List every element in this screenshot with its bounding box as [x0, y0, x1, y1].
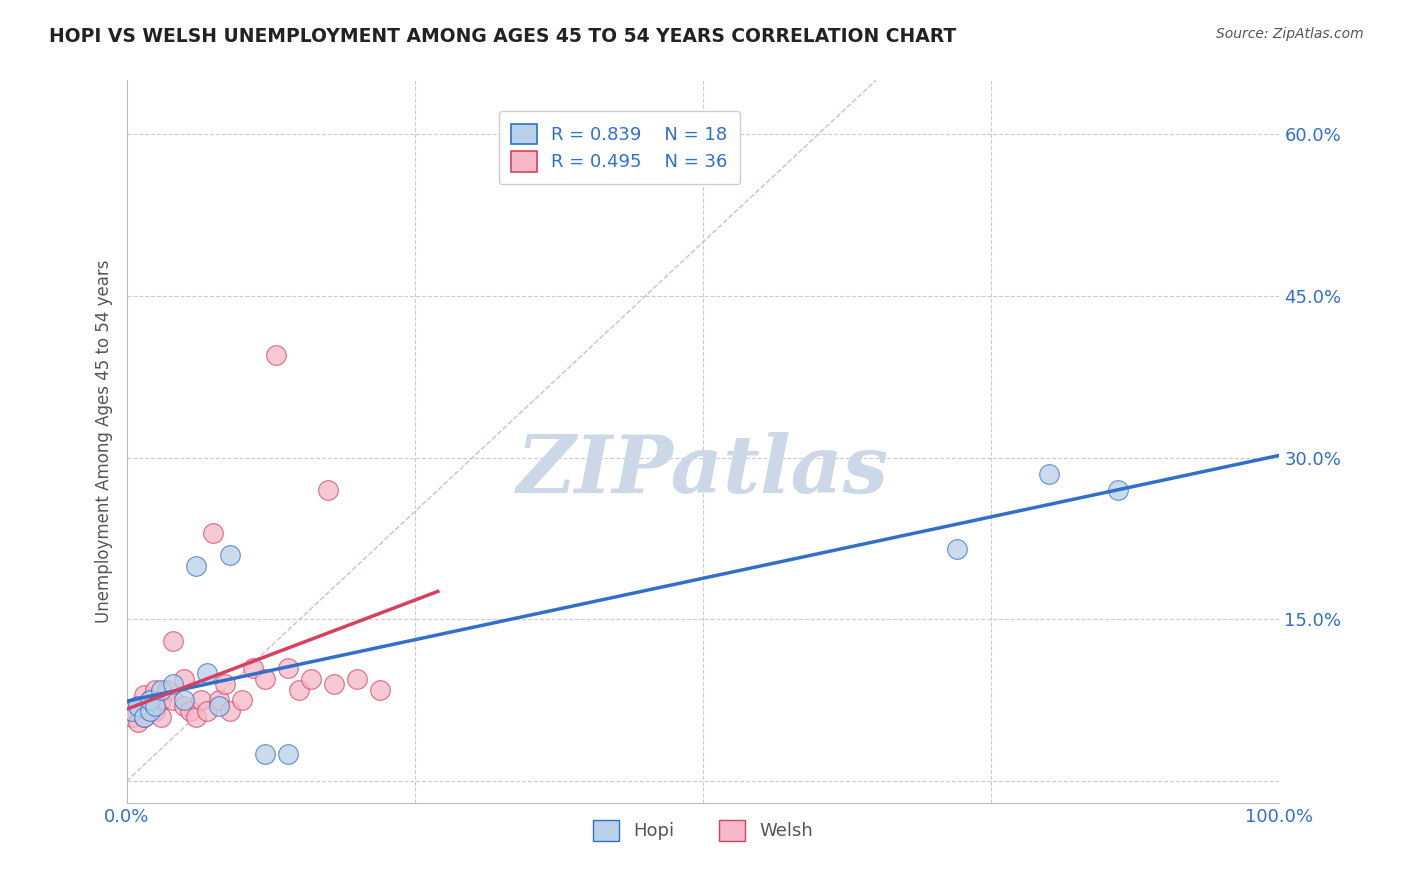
Point [253, 747, 276, 762]
Text: Source: ZipAtlas.com: Source: ZipAtlas.com [1216, 27, 1364, 41]
Point [318, 483, 340, 497]
Point [184, 709, 207, 723]
Point [266, 348, 288, 362]
Point [195, 704, 218, 718]
Point [121, 709, 143, 723]
Y-axis label: Unemployment Among Ages 45 to 54 years: Unemployment Among Ages 45 to 54 years [94, 260, 112, 624]
Point [138, 704, 160, 718]
Point [138, 704, 160, 718]
Point [138, 693, 160, 707]
Point [277, 747, 299, 762]
Point [1107, 483, 1129, 497]
Point [179, 704, 201, 718]
Legend: Hopi, Welsh: Hopi, Welsh [586, 813, 820, 848]
Point [132, 688, 155, 702]
Point [346, 672, 368, 686]
Point [219, 548, 242, 562]
Point [127, 714, 149, 729]
Point [202, 526, 225, 541]
Point [132, 709, 155, 723]
Point [150, 682, 173, 697]
Point [150, 693, 173, 707]
Point [162, 677, 184, 691]
Point [173, 672, 195, 686]
Point [173, 698, 195, 713]
Text: ZIPatlas: ZIPatlas [517, 432, 889, 509]
Point [208, 698, 231, 713]
Point [138, 693, 160, 707]
Point [190, 693, 212, 707]
Point [115, 704, 138, 718]
Point [253, 672, 276, 686]
Point [277, 661, 299, 675]
Point [132, 709, 155, 723]
Point [162, 693, 184, 707]
Point [195, 666, 218, 681]
Point [145, 682, 166, 697]
Point [214, 677, 236, 691]
Point [242, 661, 264, 675]
Point [145, 704, 166, 718]
Point [323, 677, 346, 691]
Point [208, 693, 231, 707]
Point [127, 698, 149, 713]
Text: HOPI VS WELSH UNEMPLOYMENT AMONG AGES 45 TO 54 YEARS CORRELATION CHART: HOPI VS WELSH UNEMPLOYMENT AMONG AGES 45… [49, 27, 956, 45]
Point [368, 682, 391, 697]
Point [127, 698, 149, 713]
Point [1038, 467, 1060, 481]
Point [145, 698, 166, 713]
Point [184, 558, 207, 573]
Point [150, 709, 173, 723]
Point [121, 704, 143, 718]
Point [156, 682, 179, 697]
Point [173, 693, 195, 707]
Point [945, 542, 967, 557]
Point [231, 693, 253, 707]
Point [288, 682, 311, 697]
Point [219, 704, 242, 718]
Point [299, 672, 322, 686]
Point [162, 634, 184, 648]
